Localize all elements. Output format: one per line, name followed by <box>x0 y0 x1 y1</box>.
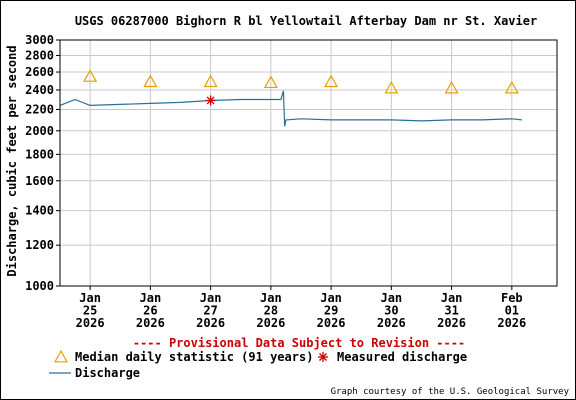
y-tick-label: 2400 <box>25 83 54 97</box>
x-tick-label: 2026 <box>377 316 406 330</box>
x-tick-label: Jan <box>140 291 162 305</box>
x-tick-label: Jan <box>380 291 402 305</box>
data-series <box>59 69 522 127</box>
credit-text: Graph courtesy of the U.S. Geological Su… <box>331 387 570 397</box>
y-tick-labels: 1000 1200 1400 1600 1800 2000 2200 2400 2600 2800… <box>25 33 60 293</box>
median-marker <box>444 80 459 94</box>
median-marker <box>504 80 519 94</box>
legend-label: Median daily statistic (91 years) <box>75 350 313 364</box>
y-tick-label: 1800 <box>25 147 54 161</box>
x-tick-label: 2026 <box>497 316 526 330</box>
y-tick-label: 2000 <box>25 124 54 138</box>
x-tick-labels: Jan252026Jan262026Jan272026Jan282026Jan2… <box>76 286 526 330</box>
y-tick-label: 2600 <box>25 65 54 79</box>
x-tick-label: 2026 <box>437 316 466 330</box>
x-tick-label: 26 <box>143 304 157 318</box>
y-tick-label: 2800 <box>25 48 54 62</box>
legend-label: Discharge <box>75 366 140 380</box>
asterisk-stroke <box>206 96 215 105</box>
asterisk-stroke <box>319 353 327 361</box>
x-tick-label: 2026 <box>317 316 346 330</box>
median-marker <box>143 74 158 88</box>
y-tick-label: 1600 <box>25 174 54 188</box>
x-tick-label: Jan <box>79 291 101 305</box>
legend-label: Measured discharge <box>337 350 467 364</box>
x-tick-label: Feb <box>501 291 523 305</box>
x-tick-label: Jan <box>441 291 463 305</box>
x-tick-label: 25 <box>83 304 97 318</box>
x-tick-label: Jan <box>320 291 342 305</box>
y-tick-label: 3000 <box>25 33 54 47</box>
x-tick-label: 31 <box>444 304 458 318</box>
y-tick-label: 1400 <box>25 204 54 218</box>
x-tick-label: 30 <box>384 304 398 318</box>
grid <box>60 40 557 286</box>
median-marker <box>83 69 98 82</box>
median-marker <box>384 80 399 94</box>
median-marker <box>203 74 218 88</box>
y-tick-label: 1000 <box>25 279 54 293</box>
plot-area <box>59 39 558 287</box>
x-tick-label: 2026 <box>256 316 285 330</box>
y-tick-label: 1200 <box>25 238 54 252</box>
legend-triangle-icon <box>53 349 69 363</box>
chart-title: USGS 06287000 Bighorn R bl Yellowtail Af… <box>75 14 537 28</box>
discharge-line <box>59 90 522 127</box>
median-marker <box>263 75 278 89</box>
x-tick-label: Jan <box>260 291 282 305</box>
legend: Median daily statistic (91 years) Measure… <box>49 349 467 380</box>
x-tick-label: 2026 <box>136 316 165 330</box>
legend-asterisk-icon <box>318 352 328 362</box>
measured-marker <box>205 95 216 106</box>
median-marker <box>324 74 339 88</box>
x-tick-label: 2026 <box>196 316 225 330</box>
x-tick-label: 29 <box>324 304 338 318</box>
provisional-note: ---- Provisional Data Subject to Revisio… <box>133 336 465 350</box>
x-tick-label: Jan <box>200 291 222 305</box>
x-tick-label: 2026 <box>76 316 105 330</box>
x-tick-label: 01 <box>505 304 519 318</box>
y-tick-label: 2200 <box>25 102 54 116</box>
y-axis-label: Discharge, cubic feet per second <box>5 45 19 276</box>
x-tick-label: 27 <box>203 304 217 318</box>
x-tick-label: 28 <box>264 304 278 318</box>
